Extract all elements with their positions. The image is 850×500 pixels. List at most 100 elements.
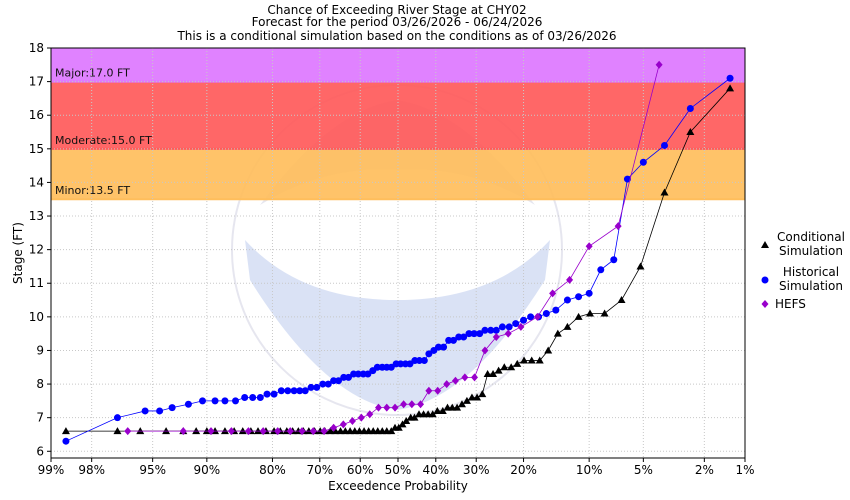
data-point <box>211 397 219 405</box>
chart-legend: Conditional Simulation Historical Simulatio… <box>761 230 845 311</box>
x-axis-label: Exceedence Probability <box>328 479 468 493</box>
data-point <box>277 387 285 395</box>
threshold-band <box>51 81 745 149</box>
y-tick-label: 18 <box>29 41 44 55</box>
data-point <box>457 400 466 408</box>
data-point <box>309 427 317 436</box>
data-point <box>575 293 583 301</box>
data-point <box>636 262 645 270</box>
x-tick-label: 80% <box>259 463 286 477</box>
data-point <box>467 393 476 401</box>
data-point <box>461 373 469 382</box>
y-tick-label: 12 <box>29 243 44 257</box>
data-point <box>449 336 457 344</box>
data-point <box>460 333 468 341</box>
legend-marker <box>761 300 769 308</box>
data-point <box>335 377 343 385</box>
x-tick-label: 95% <box>139 463 166 477</box>
y-tick-label: 7 <box>36 411 44 425</box>
x-tick-label: 20% <box>510 463 537 477</box>
chart-title-line-1: Chance of Exceeding River Stage at CHY02 <box>267 3 526 17</box>
data-point <box>487 326 495 334</box>
data-point <box>504 329 512 338</box>
data-point <box>345 373 353 381</box>
chart-title-line-3: This is a conditional simulation based o… <box>176 29 616 43</box>
data-point <box>585 289 593 297</box>
data-point <box>492 333 500 342</box>
data-point <box>406 360 414 368</box>
data-point <box>465 330 473 338</box>
data-point <box>500 363 509 371</box>
data-point <box>162 427 171 435</box>
data-point <box>660 188 669 196</box>
data-point <box>425 386 433 395</box>
data-point <box>726 84 735 92</box>
data-point <box>586 309 595 317</box>
data-point <box>402 417 411 425</box>
data-point <box>184 400 192 408</box>
x-tick-label: 30% <box>463 463 490 477</box>
x-tick-label: 90% <box>194 463 221 477</box>
data-point <box>443 380 451 389</box>
data-point <box>434 386 442 395</box>
y-tick-label: 16 <box>29 108 44 122</box>
flood-threshold-bands: Minor:13.5 FT Moderate:15.0 FT Major:17.0 … <box>51 48 745 201</box>
data-point <box>600 309 609 317</box>
data-point <box>270 390 278 398</box>
chart-title-line-2: Forecast for the period 03/26/2026 - 06/… <box>252 15 543 29</box>
y-tick-label: 15 <box>29 142 44 156</box>
y-tick-label: 9 <box>36 343 44 357</box>
data-point <box>284 387 292 395</box>
data-point <box>462 396 471 404</box>
y-axis-label: Stage (FT) <box>11 222 25 284</box>
series-conditional-simulation <box>61 84 735 435</box>
data-point <box>686 104 694 112</box>
data-point <box>438 406 447 414</box>
data-point <box>259 427 267 436</box>
data-point <box>639 158 647 166</box>
data-point <box>366 410 374 419</box>
data-point <box>440 343 448 351</box>
data-point <box>307 383 315 391</box>
data-point <box>304 427 313 435</box>
data-point <box>520 316 528 324</box>
data-point <box>263 390 271 398</box>
data-point <box>364 370 372 378</box>
data-point <box>544 346 553 354</box>
data-point <box>339 420 347 429</box>
data-point <box>298 427 306 436</box>
y-tick-label: 11 <box>29 276 44 290</box>
data-point <box>168 404 176 412</box>
data-point <box>141 407 149 415</box>
data-point <box>563 296 571 304</box>
y-tick-label: 17 <box>29 75 44 89</box>
data-point <box>527 356 536 364</box>
data-point <box>331 427 340 435</box>
x-tick-label: 70% <box>306 463 333 477</box>
x-tick-label: 2% <box>695 463 714 477</box>
data-point <box>433 406 442 414</box>
data-point <box>113 414 121 422</box>
y-tick-label: 13 <box>29 209 44 223</box>
data-point <box>192 427 201 435</box>
data-point <box>574 312 583 320</box>
x-tick-label: 99% <box>38 463 65 477</box>
data-point <box>313 383 321 391</box>
data-point <box>207 427 215 436</box>
data-series <box>61 60 735 445</box>
data-point <box>324 380 332 388</box>
data-point <box>179 427 187 436</box>
data-point <box>348 417 356 426</box>
data-point <box>221 397 229 405</box>
data-point <box>520 356 529 364</box>
data-point <box>434 343 442 351</box>
data-point <box>512 320 520 328</box>
data-point <box>256 394 264 402</box>
data-point <box>535 356 544 364</box>
data-point <box>623 175 631 183</box>
data-point <box>505 323 513 331</box>
data-point <box>533 312 541 321</box>
data-point <box>494 366 503 374</box>
data-point <box>62 437 70 445</box>
